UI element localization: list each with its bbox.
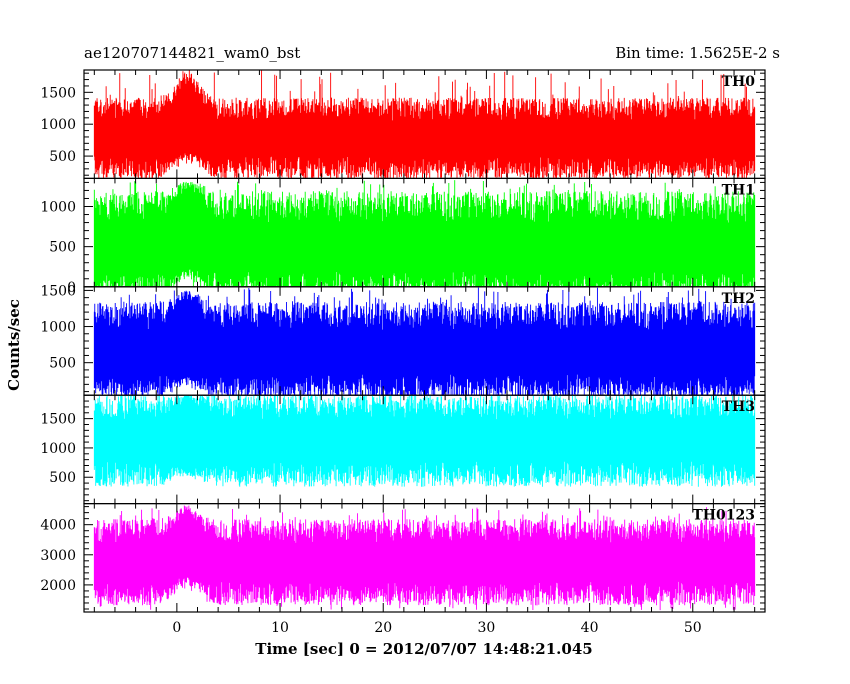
series-th0123-curve [93, 505, 756, 611]
chart-title: ae120707144821_wam0_bst [84, 44, 300, 62]
series-th1-curve [93, 180, 756, 287]
panel-label-th3: TH3 [722, 399, 755, 415]
y-tick-label: 1500 [40, 283, 76, 299]
panel-label-th0123: TH0123 [692, 508, 755, 524]
panel-label-th1: TH1 [722, 182, 755, 198]
y-tick-label: 2000 [40, 578, 76, 594]
panel-th1: 0 500 1000 TH1 [40, 177, 766, 296]
y-tick-label: 1000 [40, 200, 76, 216]
y-tick-label: 1500 [40, 85, 76, 101]
panel-th3: 500 1000 1500 TH3 [40, 394, 766, 505]
x-tick-label: 20 [374, 620, 392, 636]
panel-label-th2: TH2 [722, 291, 755, 307]
series-th3-curve [93, 395, 756, 487]
x-tick-label: 0 [172, 620, 181, 636]
series-th2-curve [93, 287, 756, 395]
bin-time-label: Bin time: 1.5625E-2 s [615, 44, 780, 62]
y-axis-title: Counts/sec [5, 299, 23, 391]
y-tick-label: 4000 [40, 518, 76, 534]
y-tick-label: 500 [49, 356, 76, 372]
y-tick-label: 0 [67, 280, 76, 296]
x-tick-label: 40 [581, 620, 599, 636]
x-tick-label: 30 [477, 620, 495, 636]
panel-th2: 500 1000 1500 TH2 [40, 283, 766, 396]
panel-th0: 500 1000 1500 TH0 [40, 69, 766, 180]
y-tick-label: 1500 [40, 412, 76, 428]
y-tick-label: 1000 [40, 117, 76, 133]
x-tick-label: 50 [684, 620, 702, 636]
y-tick-label: 3000 [40, 548, 76, 564]
x-axis-title: Time [sec] 0 = 2012/07/07 14:48:21.045 [255, 640, 592, 658]
x-tick-label: 10 [271, 620, 289, 636]
panel-th0123: 2000 3000 4000 TH0123 [40, 503, 766, 613]
series-th0-curve [93, 70, 756, 178]
y-tick-label: 500 [49, 240, 76, 256]
y-tick-label: 500 [49, 470, 76, 486]
y-tick-label: 1000 [40, 441, 76, 457]
y-tick-label: 500 [49, 149, 76, 165]
y-tick-label: 1000 [40, 320, 76, 336]
panel-label-th0: TH0 [722, 74, 756, 90]
